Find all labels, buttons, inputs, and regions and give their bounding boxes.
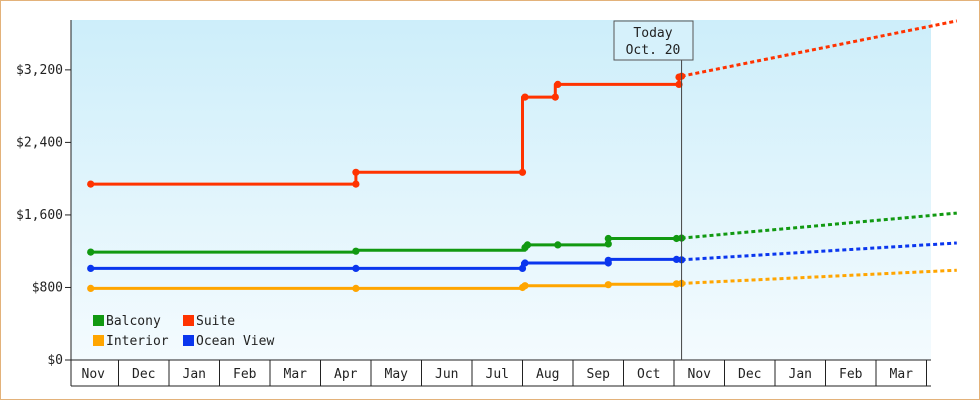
suite-point: [87, 180, 95, 188]
interior-forecast-line: [681, 268, 957, 285]
today-label-box: [613, 20, 694, 61]
legend-swatch-ocean: [183, 335, 194, 346]
ocean-view-forecast-line: [681, 241, 957, 262]
ocean-view-point: [518, 264, 527, 272]
month-label: Sep: [587, 367, 611, 382]
suite-point: [675, 80, 683, 88]
today-label: Today: [633, 26, 672, 41]
legend-swatch-suite: [183, 315, 194, 326]
legend-label-balcony: Balcony: [106, 314, 161, 329]
today-marker: Today Oct. 20: [613, 20, 694, 360]
ocean-view-point: [87, 264, 95, 272]
month-label: Mar: [890, 367, 914, 382]
balcony-point: [604, 240, 612, 248]
balcony-point: [604, 234, 612, 243]
interior-point: [352, 284, 360, 292]
ocean-view-point: [521, 259, 529, 267]
month-label: Dec: [738, 367, 761, 382]
interior-point: [604, 281, 612, 289]
y-tick-label: $0: [47, 353, 63, 368]
ocean-view-point: [604, 256, 612, 264]
month-label: Nov: [688, 367, 712, 382]
plot-area: [71, 20, 931, 360]
y-tick-label: $800: [32, 280, 63, 295]
month-label: May: [385, 367, 409, 382]
suite-point: [554, 80, 562, 88]
month-label: Jul: [486, 367, 509, 382]
suite-point: [521, 93, 529, 101]
suite-point: [352, 168, 360, 176]
month-label: Apr: [334, 367, 358, 382]
legend-swatch-balcony: [93, 315, 104, 326]
month-label: Nov: [82, 367, 106, 382]
month-label: Oct: [637, 367, 660, 382]
suite-point: [518, 168, 527, 176]
month-label: Aug: [536, 367, 559, 382]
legend-label-interior: Interior: [106, 334, 169, 349]
legend-label-suite: Suite: [196, 314, 235, 329]
month-label: Jan: [183, 367, 206, 382]
balcony-point: [352, 247, 360, 255]
month-label: Jun: [435, 367, 458, 382]
legend-swatch-interior: [93, 335, 104, 346]
x-axis: Nov Dec Jan Feb Mar Apr May Jun Jul Aug Sep Oct Nov D…: [70, 359, 931, 387]
suite-point: [551, 93, 559, 101]
suite-point: [352, 180, 360, 188]
ocean-view-point: [352, 264, 360, 272]
balcony-point: [87, 248, 95, 256]
ocean-view-history-line: [90, 257, 682, 270]
y-tick-label: $2,400: [16, 135, 63, 150]
y-tick-label: $3,200: [16, 63, 63, 78]
month-label: Jan: [789, 367, 812, 382]
month-label: Dec: [132, 367, 155, 382]
interior-point: [87, 284, 95, 292]
y-axis: $0 $800 $1,600 $2,400 $3,200: [16, 20, 72, 368]
legend: Balcony Suite Interior Ocean View: [93, 314, 274, 349]
month-label: Mar: [284, 367, 308, 382]
month-label: Feb: [233, 367, 257, 382]
suite-forecast-line: [681, 19, 958, 78]
series-layer: [87, 19, 958, 292]
balcony-point: [554, 241, 562, 249]
month-label: Feb: [839, 367, 863, 382]
legend-label-ocean: Ocean View: [196, 334, 274, 349]
interior-point: [521, 282, 529, 290]
y-tick-label: $1,600: [16, 208, 63, 223]
today-date: Oct. 20: [626, 43, 681, 58]
balcony-point: [523, 241, 532, 249]
interior-history-line: [90, 282, 682, 290]
